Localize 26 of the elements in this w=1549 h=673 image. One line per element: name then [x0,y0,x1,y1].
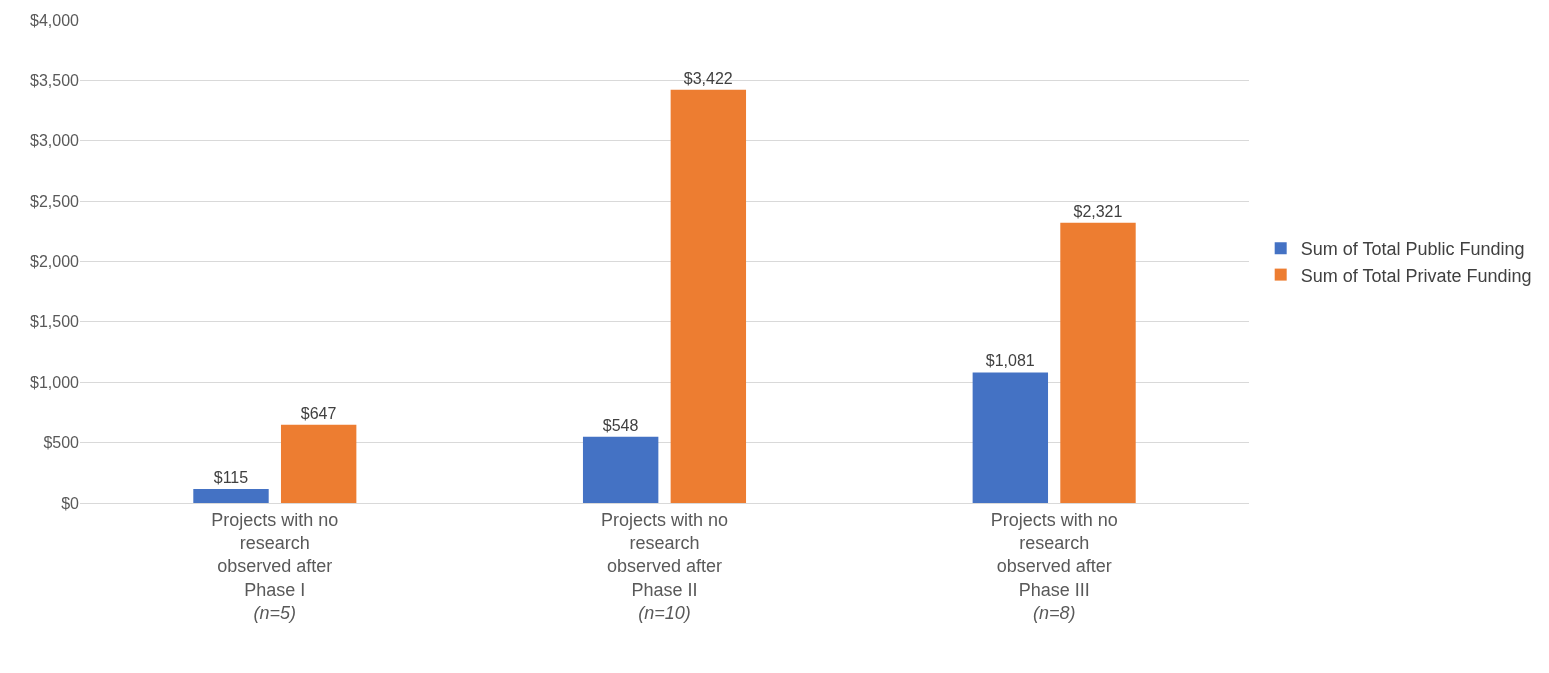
bar [193,489,269,503]
y-tick-label: $1,500 [30,313,80,331]
y-tick-label: $1,000 [30,373,80,391]
data-label: $2,321 [1073,202,1123,220]
legend-label: Sum of Total Public Funding [1300,239,1525,260]
y-tick-label: $2,000 [30,253,80,271]
bar [670,89,747,503]
y-tick-label: $4,000 [30,11,80,29]
bar [280,424,357,503]
data-label: $115 [213,469,249,487]
data-label: $548 [602,416,639,434]
y-tick-label: $0 [61,494,80,512]
bar [972,372,1049,503]
x-tick-label: Projects with no research observed after Phase III (n=8) [990,509,1118,624]
y-tick-label: $3,000 [30,132,80,150]
bar [1060,222,1136,503]
x-tick-label: Projects with no research observed after Phase II (n=10) [600,509,729,624]
legend-label: Sum of Total Private Funding [1300,265,1532,286]
y-tick-label: $2,500 [30,192,80,210]
data-label: $3,422 [683,69,733,87]
y-tick-label: $3,500 [30,71,80,89]
y-tick-label: $500 [43,434,80,452]
bar [582,436,659,503]
data-label: $1,081 [985,352,1035,370]
x-tick-label: Projects with no research observed after Phase I (n=5) [211,509,339,624]
data-label: $647 [300,404,337,422]
